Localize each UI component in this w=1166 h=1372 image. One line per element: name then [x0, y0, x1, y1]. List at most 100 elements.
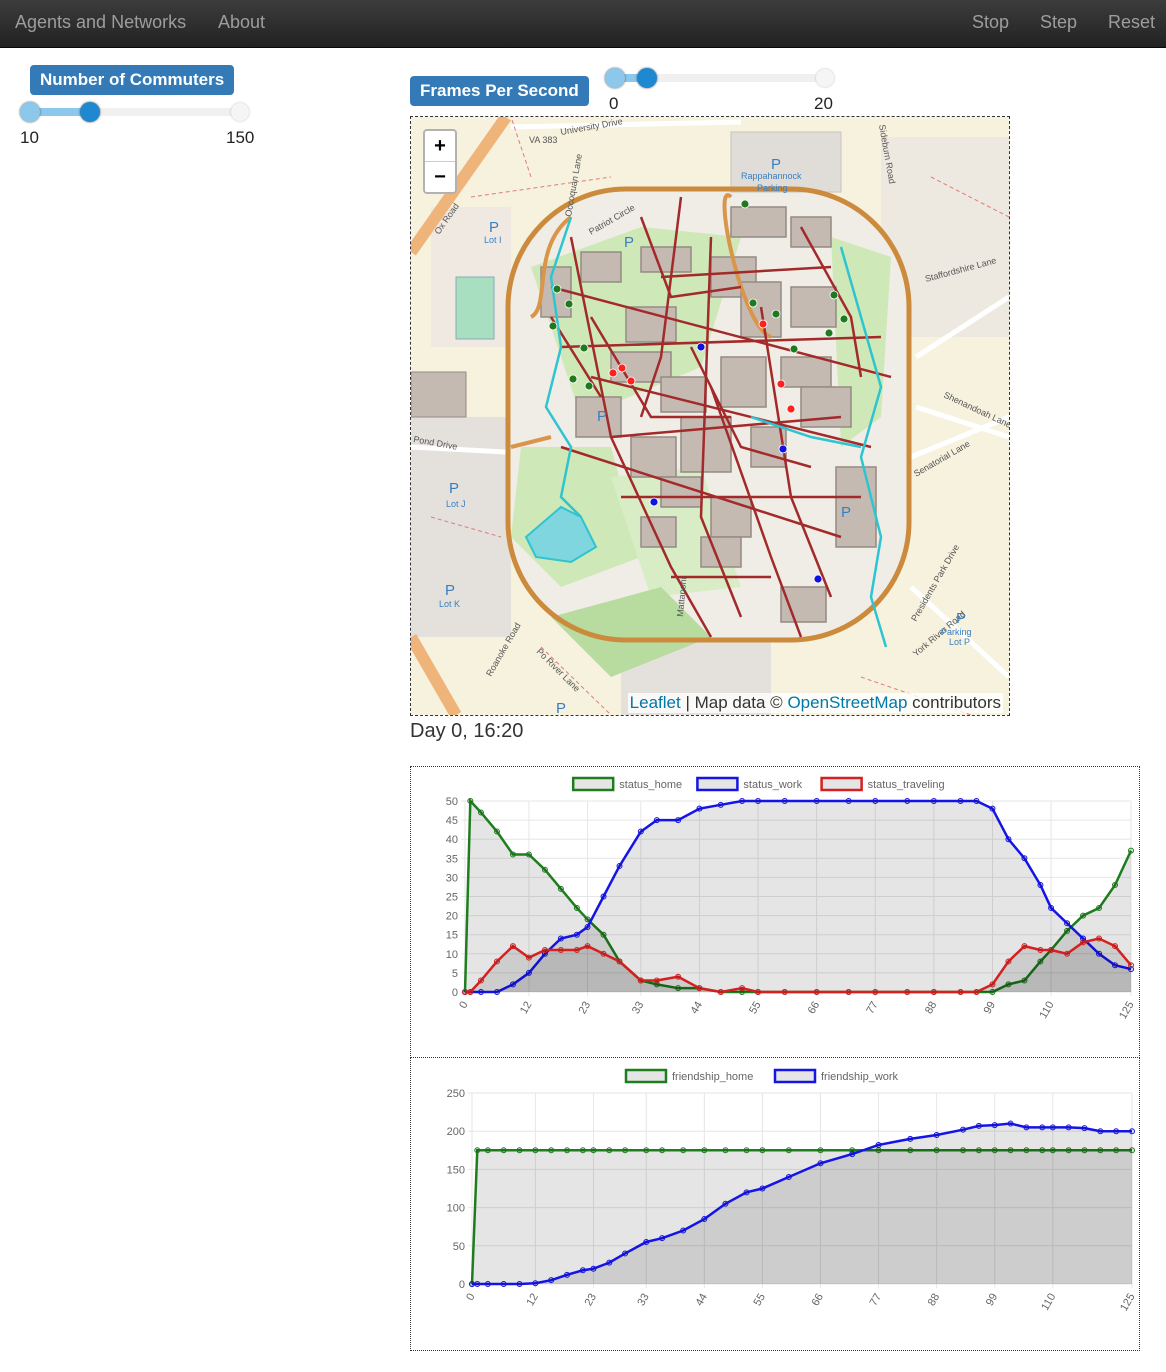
slider-handle[interactable]	[636, 68, 657, 88]
point	[933, 1132, 940, 1139]
point	[1112, 962, 1119, 969]
stop-button[interactable]: Stop	[972, 12, 1010, 32]
point	[759, 1147, 766, 1154]
map-label: Lot J	[446, 499, 466, 509]
x-tick-label: 66	[810, 1292, 827, 1309]
zoom-out[interactable]: −	[434, 166, 446, 188]
y-tick-label: 50	[446, 796, 458, 808]
y-tick-label: 250	[447, 1088, 465, 1100]
point	[643, 1238, 650, 1245]
point	[1128, 962, 1134, 969]
point	[659, 1235, 666, 1242]
parking-icon: P	[597, 408, 607, 425]
brand[interactable]: Agents and Networks	[15, 12, 187, 32]
point	[675, 973, 682, 980]
point	[675, 985, 682, 992]
x-tick-label: 55	[747, 1000, 764, 1017]
y-tick-label: 100	[447, 1203, 465, 1215]
osm-link[interactable]: OpenStreetMap	[787, 693, 908, 712]
point	[659, 1147, 666, 1154]
point	[722, 1147, 729, 1154]
point	[973, 989, 980, 995]
map[interactable]: University Drive VA 383 Rappahannock Par…	[410, 116, 1010, 716]
series-line	[465, 937, 1132, 994]
point	[759, 1185, 766, 1192]
navbar: Agents and Networks About Stop Step Rese…	[0, 0, 1166, 48]
point	[696, 985, 703, 992]
point	[1005, 836, 1012, 843]
slider-label: Frames Per Second	[410, 76, 589, 106]
point	[600, 893, 607, 900]
green-area	[551, 587, 711, 677]
point	[1007, 1120, 1014, 1127]
chart-box: 0 50 100 150 200 250 0 12 23 33 44 55 66 77 88 99 110 125…	[410, 1057, 1140, 1351]
point	[1005, 981, 1012, 988]
point	[573, 946, 580, 953]
point	[500, 1147, 507, 1154]
y-tick-label: 45	[446, 815, 458, 827]
x-tick-label: 77	[864, 1000, 881, 1017]
point	[817, 1147, 824, 1154]
point	[989, 981, 996, 988]
map-tiles: University Drive VA 383 Rappahannock Par…	[411, 117, 1009, 715]
slider-track[interactable]	[605, 68, 834, 88]
y-tick-label: 200	[447, 1126, 465, 1138]
point	[680, 1227, 687, 1234]
nav-link[interactable]: About	[218, 12, 266, 32]
slider-min: 0	[609, 94, 619, 113]
point	[573, 931, 580, 938]
point	[960, 1126, 967, 1133]
lake	[524, 505, 598, 564]
point	[957, 798, 964, 804]
leaflet-link[interactable]: Leaflet	[629, 693, 681, 712]
point	[532, 1147, 539, 1154]
parking-icon: P	[556, 700, 566, 715]
point	[516, 1281, 523, 1287]
point	[933, 1147, 940, 1154]
point	[541, 946, 548, 953]
y-tick-label: 40	[446, 834, 458, 846]
point	[564, 1271, 571, 1278]
point	[477, 809, 484, 816]
point	[1048, 904, 1055, 911]
slider-max: 150	[226, 128, 255, 147]
point	[675, 817, 682, 824]
chart: 0 5 10 15 20 25 30 35 40 45 50 0 12 23 33 44 55 66 77 88 99 1…	[446, 776, 1137, 1021]
point	[1021, 977, 1028, 984]
point	[600, 931, 607, 938]
point	[484, 1281, 491, 1287]
point	[1007, 1147, 1014, 1154]
point	[1129, 1128, 1135, 1135]
zoom-in[interactable]: +	[425, 131, 455, 162]
point	[813, 798, 820, 804]
slider-end	[231, 103, 249, 121]
y-tick-label: 0	[452, 987, 458, 999]
footpaths	[430, 117, 1009, 715]
y-tick-label: 10	[446, 949, 458, 961]
legend-swatch	[773, 1068, 817, 1084]
step-button[interactable]: Step	[1040, 12, 1078, 32]
reset-button[interactable]: Reset	[1108, 12, 1156, 32]
slider-handle[interactable]	[80, 102, 100, 122]
point	[637, 977, 644, 984]
point	[845, 989, 852, 995]
point	[525, 969, 532, 976]
x-tick-label: 110	[1039, 1292, 1058, 1313]
point	[1021, 943, 1028, 950]
map-label: Mattaponi	[675, 577, 688, 617]
series-area	[465, 938, 1131, 992]
point	[975, 1147, 982, 1154]
x-tick-label: 23	[577, 1000, 594, 1017]
point	[960, 1147, 967, 1154]
legend-label: status_home	[619, 779, 682, 791]
point	[474, 1147, 481, 1154]
point	[1023, 1124, 1030, 1131]
point	[1064, 927, 1071, 934]
point	[904, 989, 911, 995]
legend-label: friendship_home	[672, 1071, 753, 1083]
point	[872, 989, 879, 995]
point	[493, 958, 500, 965]
parking-icon: P	[956, 610, 966, 627]
point	[739, 798, 746, 804]
slider-track[interactable]	[20, 102, 249, 122]
